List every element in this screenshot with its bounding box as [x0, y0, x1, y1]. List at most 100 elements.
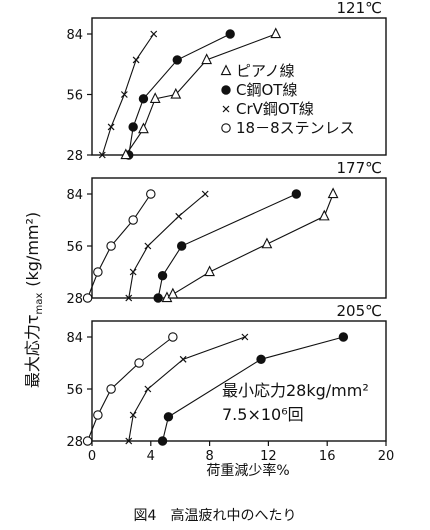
- series-cross: [125, 333, 249, 445]
- series-open-circle: [82, 332, 178, 446]
- legend-label: CrV鋼OT線: [236, 100, 314, 118]
- cross-marker-stroke: [120, 91, 128, 98]
- y-tick-label: 56: [66, 383, 83, 398]
- panel-temperature-label: 205℃: [337, 302, 382, 320]
- legend-item-triangle: ピアノ線: [220, 62, 295, 80]
- triangle-marker: [138, 122, 149, 134]
- y-tick-label: 28: [66, 149, 83, 164]
- panel-temperature-label: 121℃: [337, 0, 382, 17]
- triangle-marker: [204, 265, 215, 277]
- triangle-marker: [167, 287, 179, 299]
- cross-marker-stroke: [98, 151, 106, 159]
- cross-marker: [129, 268, 137, 276]
- x-tick-label: 4: [147, 449, 155, 464]
- panel-frame: [91, 177, 387, 299]
- filled-circle-marker: [338, 332, 349, 342]
- legend-label: ピアノ線: [236, 62, 295, 80]
- triangle-marker: [270, 27, 282, 39]
- filled-circle-marker: [172, 55, 182, 65]
- series-open-circle: [82, 189, 156, 303]
- cross-marker: [125, 437, 133, 445]
- triangle-marker: [327, 187, 339, 199]
- cross-marker: [175, 212, 183, 220]
- open-circle-marker: [146, 189, 156, 199]
- cross-marker-stroke: [144, 242, 152, 250]
- cross-marker: [132, 56, 140, 64]
- open-circle-marker: [221, 123, 231, 133]
- y-tick-label: 56: [66, 240, 83, 255]
- x-tick-label: 16: [319, 449, 336, 464]
- y-tick-label: 28: [66, 292, 83, 307]
- series-triangle: [161, 187, 339, 303]
- series-filled-circle: [124, 29, 235, 160]
- filled-circle-marker: [157, 271, 168, 281]
- panel-1: 28 56 84 177℃: [66, 159, 387, 307]
- filled-circle-marker: [221, 85, 231, 95]
- panel-0: 28 56 84 121℃: [66, 0, 387, 164]
- cross-marker: [179, 355, 187, 363]
- series-filled-circle: [153, 189, 302, 303]
- legend-item-filled-circle: C鋼OT線: [221, 81, 297, 99]
- axes-layer: 0 4 8 12 16 20: [88, 441, 394, 464]
- x-tick-label: 12: [260, 449, 277, 464]
- filled-circle-marker: [138, 94, 149, 104]
- open-circle-marker: [82, 436, 93, 446]
- cross-marker: [120, 91, 128, 98]
- triangle-marker: [261, 237, 273, 249]
- open-circle-marker: [93, 267, 103, 277]
- y-axis-label: 最大応力τmax (kg/mm²): [23, 212, 45, 388]
- filled-circle-marker: [128, 122, 138, 132]
- cross-marker: [129, 411, 137, 419]
- triangle-marker: [318, 209, 330, 221]
- legend-item-cross: CrV鋼OT線: [222, 100, 314, 118]
- series-line: [125, 33, 276, 156]
- series-cross: [98, 30, 158, 159]
- legend-label: C鋼OT線: [236, 81, 297, 99]
- triangle-marker: [170, 87, 182, 99]
- annotation-line-2: 7.5×10⁶回: [222, 405, 304, 424]
- filled-circle-marker: [225, 29, 235, 39]
- series-cross: [125, 190, 209, 302]
- cross-marker-stroke: [175, 212, 183, 220]
- filled-circle-marker: [256, 354, 266, 364]
- cross-marker-stroke: [107, 123, 115, 131]
- series-triangle: [120, 27, 282, 160]
- triangle-marker: [120, 148, 132, 160]
- panel-frame: [91, 320, 387, 442]
- open-circle-marker: [106, 384, 116, 394]
- cross-marker: [201, 190, 209, 198]
- panel-temperature-label: 177℃: [337, 159, 382, 177]
- y-axis-label-sub: max: [34, 293, 45, 315]
- cross-marker: [241, 333, 249, 341]
- panel-frame: [91, 17, 387, 156]
- x-tick-label: 8: [205, 449, 213, 464]
- filled-circle-marker: [163, 412, 174, 422]
- cross-marker: [222, 105, 230, 113]
- triangle-marker: [201, 53, 213, 65]
- y-axis-label-unit: (kg/mm²): [23, 212, 42, 287]
- series-line: [166, 193, 334, 299]
- y-tick-label: 84: [66, 188, 83, 203]
- series-line: [157, 193, 297, 299]
- x-axis-label: 荷重減少率%: [206, 462, 289, 479]
- open-circle-marker: [106, 241, 116, 251]
- cross-marker: [98, 151, 106, 159]
- cross-marker-stroke: [125, 437, 133, 445]
- cross-marker-stroke: [125, 294, 133, 302]
- filled-circle-marker: [157, 436, 168, 446]
- triangle-marker: [220, 64, 232, 76]
- y-axis-label-main: 最大応力τ: [23, 315, 42, 389]
- series-filled-circle: [157, 332, 349, 446]
- open-circle-marker: [93, 410, 103, 420]
- cross-marker-stroke: [241, 333, 249, 341]
- open-circle-marker: [134, 358, 144, 368]
- x-tick-label: 20: [378, 449, 395, 464]
- filled-circle-marker: [176, 241, 187, 251]
- cross-marker-stroke: [201, 190, 209, 198]
- y-tick-label: 84: [66, 331, 83, 346]
- panels-layer: 28 56 84 121℃ 28 56 84 177℃ 28 56 84 205℃: [66, 0, 387, 450]
- cross-marker-stroke: [132, 56, 140, 64]
- y-tick-label: 28: [66, 435, 83, 450]
